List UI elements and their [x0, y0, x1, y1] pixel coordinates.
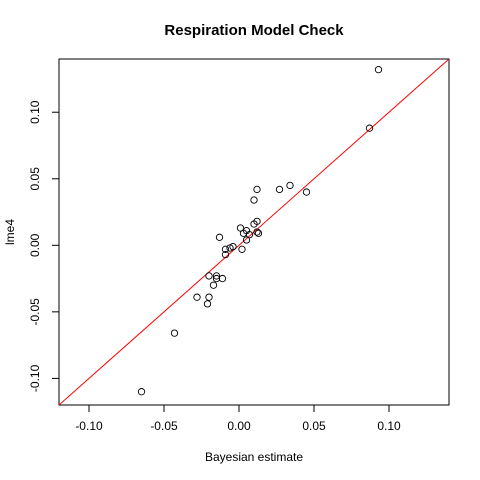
- data-point-3: [302, 188, 311, 196]
- data-point-19: [226, 244, 234, 252]
- x-tick-label-2: -0.05: [150, 419, 178, 433]
- data-point-5: [275, 185, 284, 194]
- data-point-29: [193, 293, 201, 301]
- data-point-6: [253, 185, 261, 194]
- y-axis-label: lme4: [3, 219, 17, 245]
- x-tick-label-5: 0.10: [377, 419, 401, 433]
- data-point-27: [209, 281, 218, 289]
- y-tick-label-3: 0.00: [28, 233, 42, 257]
- x-tick-label-3: 0.00: [227, 419, 251, 433]
- data-point-22: [221, 250, 230, 259]
- data-point-26: [218, 274, 227, 283]
- y-tick-label-4: 0.05: [28, 167, 42, 191]
- data-point-32: [137, 388, 146, 396]
- x-tick-label-1: -0.10: [75, 419, 103, 433]
- y-tick-label-2: -0.05: [28, 298, 42, 326]
- data-point-24: [212, 272, 221, 280]
- x-axis-label: Bayesian estimate: [205, 450, 303, 464]
- data-point-21: [238, 245, 246, 253]
- data-point-20: [221, 245, 230, 253]
- x-axis: -0.10 -0.05 0.00 0.05 0.10: [75, 404, 401, 433]
- y-axis: -0.10 -0.05 0.00 0.05 0.10: [28, 100, 60, 392]
- data-point-1: [374, 65, 383, 74]
- data-point-13: [245, 231, 254, 239]
- plot-area: [59, 59, 449, 405]
- data-point-23: [205, 272, 213, 280]
- chart-title: Respiration Model Check: [164, 22, 344, 39]
- x-tick-label-4: 0.05: [302, 419, 326, 433]
- data-point-30: [203, 300, 212, 308]
- data-point-2: [365, 124, 374, 132]
- y-tick-label-5: 0.10: [28, 100, 42, 124]
- data-point-17: [215, 233, 224, 241]
- points-layer: [137, 65, 383, 396]
- y-tick-label-1: -0.10: [28, 364, 42, 392]
- data-point-28: [205, 293, 213, 301]
- data-point-15: [254, 229, 263, 237]
- data-point-4: [286, 181, 294, 190]
- data-point-16: [242, 236, 251, 244]
- data-point-14: [253, 228, 261, 236]
- data-point-10: [236, 224, 245, 232]
- data-point-31: [170, 329, 179, 337]
- data-point-9: [250, 220, 258, 228]
- data-point-7: [250, 196, 258, 204]
